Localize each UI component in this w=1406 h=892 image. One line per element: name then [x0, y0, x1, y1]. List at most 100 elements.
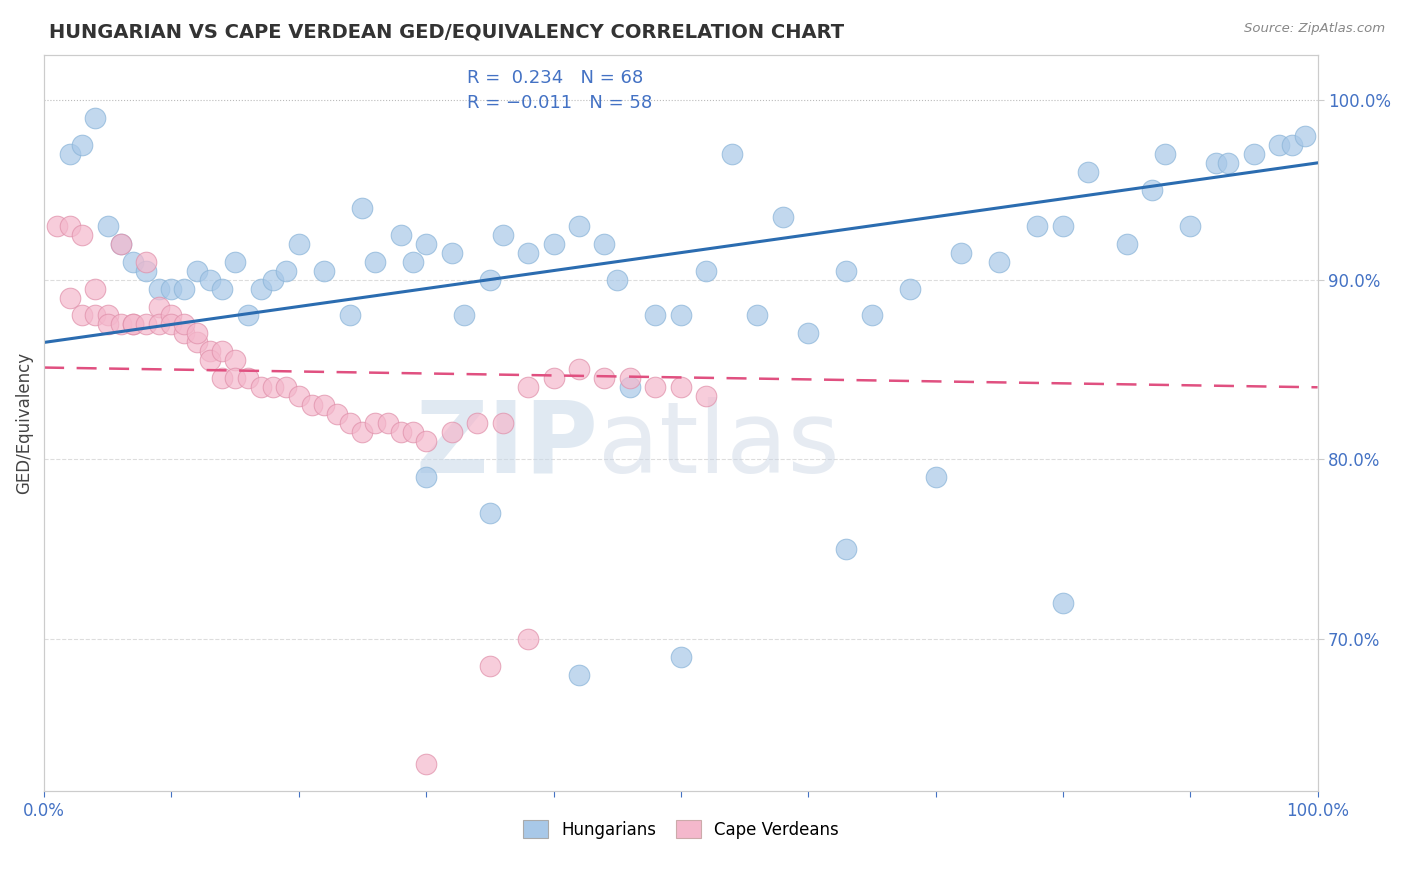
Text: ZIP: ZIP — [415, 397, 598, 494]
Point — [478, 658, 501, 673]
Point — [835, 541, 858, 556]
Point — [198, 272, 221, 286]
Point — [224, 254, 246, 268]
Point — [135, 318, 157, 332]
Point — [1180, 219, 1202, 233]
Point — [58, 219, 80, 233]
Point — [747, 309, 769, 323]
Point — [389, 425, 412, 440]
Point — [415, 470, 437, 484]
Point — [314, 263, 336, 277]
Point — [465, 416, 488, 430]
Point — [198, 353, 221, 368]
Point — [58, 291, 80, 305]
Text: HUNGARIAN VS CAPE VERDEAN GED/EQUIVALENCY CORRELATION CHART: HUNGARIAN VS CAPE VERDEAN GED/EQUIVALENC… — [49, 22, 845, 41]
Point — [517, 245, 540, 260]
Point — [274, 263, 297, 277]
Point — [224, 353, 246, 368]
Point — [211, 344, 233, 359]
Point — [860, 309, 883, 323]
Point — [669, 380, 692, 394]
Point — [186, 326, 208, 341]
Point — [1153, 147, 1175, 161]
Point — [402, 254, 425, 268]
Point — [326, 407, 349, 421]
Point — [148, 318, 170, 332]
Point — [440, 425, 463, 440]
Point — [122, 254, 145, 268]
Point — [236, 371, 259, 385]
Point — [517, 632, 540, 646]
Text: atlas: atlas — [598, 397, 839, 494]
Point — [148, 300, 170, 314]
Point — [288, 236, 311, 251]
Point — [364, 254, 387, 268]
Point — [453, 309, 475, 323]
Point — [543, 371, 565, 385]
Point — [262, 272, 284, 286]
Point — [772, 210, 794, 224]
Point — [644, 309, 666, 323]
Point — [377, 416, 399, 430]
Point — [160, 281, 183, 295]
Point — [568, 219, 591, 233]
Point — [898, 281, 921, 295]
Point — [644, 380, 666, 394]
Point — [110, 236, 132, 251]
Point — [236, 309, 259, 323]
Point — [1268, 137, 1291, 152]
Point — [211, 371, 233, 385]
Point — [352, 201, 374, 215]
Point — [1205, 156, 1227, 170]
Point — [148, 281, 170, 295]
Point — [1115, 236, 1137, 251]
Point — [1218, 156, 1240, 170]
Point — [97, 309, 120, 323]
Point — [1052, 219, 1074, 233]
Point — [478, 506, 501, 520]
Point — [593, 236, 616, 251]
Point — [606, 272, 628, 286]
Point — [440, 245, 463, 260]
Point — [249, 281, 271, 295]
Point — [262, 380, 284, 394]
Point — [669, 309, 692, 323]
Point — [1026, 219, 1049, 233]
Point — [1281, 137, 1303, 152]
Point — [364, 416, 387, 430]
Point — [568, 667, 591, 681]
Point — [97, 219, 120, 233]
Point — [415, 236, 437, 251]
Point — [478, 272, 501, 286]
Point — [224, 371, 246, 385]
Text: Source: ZipAtlas.com: Source: ZipAtlas.com — [1244, 22, 1385, 36]
Point — [72, 309, 94, 323]
Point — [72, 227, 94, 242]
Point — [568, 362, 591, 376]
Point — [173, 318, 195, 332]
Point — [669, 649, 692, 664]
Point — [1140, 183, 1163, 197]
Point — [1243, 147, 1265, 161]
Point — [593, 371, 616, 385]
Point — [695, 389, 717, 403]
Point — [135, 254, 157, 268]
Point — [415, 757, 437, 772]
Point — [619, 380, 641, 394]
Point — [517, 380, 540, 394]
Point — [339, 309, 361, 323]
Point — [173, 326, 195, 341]
Point — [720, 147, 742, 161]
Point — [950, 245, 973, 260]
Point — [110, 236, 132, 251]
Point — [45, 219, 67, 233]
Point — [352, 425, 374, 440]
Point — [339, 416, 361, 430]
Point — [160, 318, 183, 332]
Point — [249, 380, 271, 394]
Point — [72, 137, 94, 152]
Text: R = −0.011   N = 58: R = −0.011 N = 58 — [467, 94, 652, 112]
Point — [797, 326, 820, 341]
Point — [186, 263, 208, 277]
Point — [211, 281, 233, 295]
